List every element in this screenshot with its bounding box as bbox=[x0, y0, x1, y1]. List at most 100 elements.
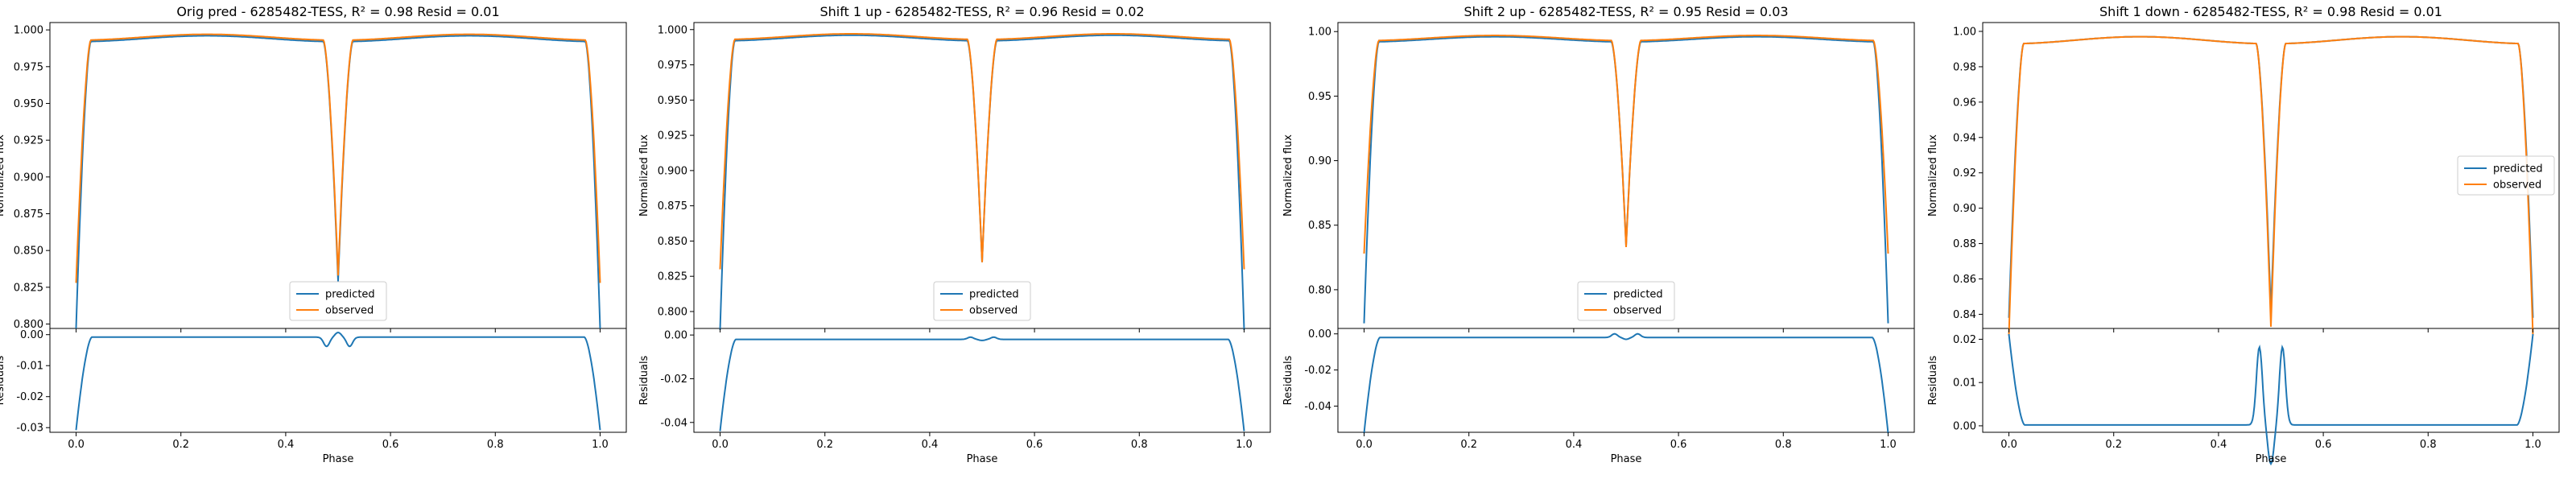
x-tick-label: 0.4 bbox=[922, 439, 939, 451]
y-tick-label: 0.925 bbox=[14, 135, 43, 147]
resid-y-tick-label: -0.02 bbox=[1304, 365, 1331, 377]
y-tick-label: 0.950 bbox=[658, 95, 687, 107]
observed-series-line bbox=[75, 33, 601, 283]
resid-y-tick-label: -0.04 bbox=[660, 417, 687, 429]
x-tick-label: 0.0 bbox=[1356, 439, 1373, 451]
chart-title: Shift 2 up - 6285482-TESS, R² = 0.95 Res… bbox=[1463, 4, 1788, 19]
y-tick-label: 0.950 bbox=[14, 98, 43, 110]
legend-label-predicted: predicted bbox=[969, 289, 1019, 301]
x-tick-label: 0.2 bbox=[2105, 439, 2122, 451]
residual-series-line bbox=[75, 331, 601, 431]
y-tick-label: 0.90 bbox=[1308, 155, 1331, 167]
residual-axes-frame bbox=[1337, 328, 1915, 433]
predicted-series-line bbox=[2008, 35, 2534, 318]
y-tick-label: 0.850 bbox=[658, 236, 687, 248]
legend: predicted observed bbox=[2457, 155, 2555, 196]
y-tick-label: 1.00 bbox=[1308, 27, 1331, 39]
observed-series-line bbox=[2008, 35, 2534, 336]
x-tick-label: 0.2 bbox=[172, 439, 189, 451]
y-tick-label: 1.000 bbox=[658, 24, 687, 36]
x-tick-label: 0.6 bbox=[382, 439, 399, 451]
y-tick-label: 0.96 bbox=[1953, 97, 1976, 109]
y-tick-label: 0.800 bbox=[14, 319, 43, 331]
y-tick-label: 1.00 bbox=[1953, 26, 1976, 38]
chart-panel-2: Shift 1 up - 6285482-TESS, R² = 0.96 Res… bbox=[638, 4, 1271, 465]
resid-y-axis-label: Residuals bbox=[0, 355, 6, 405]
x-tick-label: 0.0 bbox=[2000, 439, 2017, 451]
predicted-series-line bbox=[1363, 35, 1889, 324]
legend-label-observed: observed bbox=[969, 305, 1018, 317]
legend: predicted observed bbox=[289, 281, 387, 321]
resid-y-tick-label: 0.02 bbox=[1953, 334, 1976, 346]
x-tick-label: 0.8 bbox=[1775, 439, 1792, 451]
y-tick-label: 0.80 bbox=[1308, 284, 1331, 296]
residual-series-line bbox=[2008, 333, 2534, 466]
resid-y-tick-label: -0.01 bbox=[16, 361, 43, 373]
legend: predicted observed bbox=[933, 281, 1031, 321]
legend-label-observed: observed bbox=[325, 305, 374, 317]
resid-y-tick-label: -0.03 bbox=[16, 423, 43, 435]
legend: predicted observed bbox=[1577, 281, 1675, 321]
observed-series-line bbox=[719, 33, 1245, 270]
y-axis-label: Normalized flux bbox=[1927, 134, 1939, 217]
chart-title: Shift 1 down - 6285482-TESS, R² = 0.98 R… bbox=[2099, 4, 2442, 19]
observed-series-line bbox=[1363, 35, 1889, 254]
y-axis-label: Normalized flux bbox=[638, 134, 650, 217]
x-tick-label: 0.4 bbox=[2211, 439, 2227, 451]
y-axis-label: Normalized flux bbox=[1282, 134, 1294, 217]
y-tick-label: 0.94 bbox=[1953, 132, 1976, 144]
y-tick-label: 0.975 bbox=[658, 60, 687, 72]
residual-axes-frame bbox=[693, 328, 1271, 433]
chart-panel-4: Shift 1 down - 6285482-TESS, R² = 0.98 R… bbox=[1927, 4, 2560, 466]
x-tick-label: 0.2 bbox=[816, 439, 833, 451]
resid-y-tick-label: 0.00 bbox=[1308, 328, 1331, 341]
chart-panel-3: Shift 2 up - 6285482-TESS, R² = 0.95 Res… bbox=[1282, 4, 1915, 465]
y-tick-label: 0.900 bbox=[14, 171, 43, 184]
y-tick-label: 0.825 bbox=[658, 271, 687, 283]
chart-panel-1: Orig pred - 6285482-TESS, R² = 0.98 Resi… bbox=[0, 4, 627, 465]
y-tick-label: 0.850 bbox=[14, 246, 43, 258]
legend-label-predicted: predicted bbox=[2493, 163, 2543, 175]
legend-label-predicted: predicted bbox=[1613, 289, 1663, 301]
resid-y-tick-label: -0.02 bbox=[660, 374, 687, 386]
x-tick-label: 0.6 bbox=[1026, 439, 1043, 451]
resid-y-tick-label: 0.00 bbox=[20, 329, 43, 341]
resid-y-axis-label: Residuals bbox=[1282, 355, 1294, 405]
y-tick-label: 0.925 bbox=[658, 130, 687, 142]
y-tick-label: 0.84 bbox=[1953, 309, 1976, 321]
x-tick-label: 0.2 bbox=[1460, 439, 1477, 451]
chart-title: Orig pred - 6285482-TESS, R² = 0.98 Resi… bbox=[176, 4, 499, 19]
y-tick-label: 0.88 bbox=[1953, 238, 1976, 250]
y-tick-label: 0.825 bbox=[14, 282, 43, 294]
chart-title: Shift 1 up - 6285482-TESS, R² = 0.96 Res… bbox=[819, 4, 1144, 19]
x-tick-label: 0.0 bbox=[68, 439, 85, 451]
x-axis-label: Phase bbox=[967, 453, 998, 465]
x-tick-label: 0.6 bbox=[1670, 439, 1687, 451]
legend-label-observed: observed bbox=[2493, 180, 2541, 192]
x-tick-label: 0.4 bbox=[1566, 439, 1583, 451]
legend-label-predicted: predicted bbox=[325, 289, 375, 301]
resid-y-tick-label: 0.00 bbox=[664, 330, 687, 342]
y-tick-label: 0.98 bbox=[1953, 61, 1976, 73]
y-tick-label: 0.975 bbox=[14, 61, 43, 73]
residual-series-line bbox=[719, 336, 1245, 431]
resid-y-tick-label: 0.00 bbox=[1953, 420, 1976, 432]
residual-series-line bbox=[1363, 332, 1889, 434]
x-axis-label: Phase bbox=[323, 453, 354, 465]
y-tick-label: 0.85 bbox=[1308, 220, 1331, 232]
y-tick-label: 0.95 bbox=[1308, 91, 1331, 103]
y-tick-label: 0.92 bbox=[1953, 167, 1976, 180]
y-tick-label: 1.000 bbox=[14, 25, 43, 37]
x-tick-label: 0.6 bbox=[2315, 439, 2332, 451]
resid-y-tick-label: -0.02 bbox=[16, 391, 43, 403]
resid-y-axis-label: Residuals bbox=[638, 355, 650, 405]
resid-y-axis-label: Residuals bbox=[1927, 355, 1939, 405]
y-tick-label: 0.900 bbox=[658, 165, 687, 177]
residual-axes-frame bbox=[1982, 328, 2560, 433]
x-tick-label: 1.0 bbox=[1236, 439, 1253, 451]
x-tick-label: 1.0 bbox=[1880, 439, 1897, 451]
x-tick-label: 0.0 bbox=[712, 439, 729, 451]
resid-y-tick-label: -0.04 bbox=[1304, 401, 1331, 413]
x-tick-label: 1.0 bbox=[592, 439, 609, 451]
